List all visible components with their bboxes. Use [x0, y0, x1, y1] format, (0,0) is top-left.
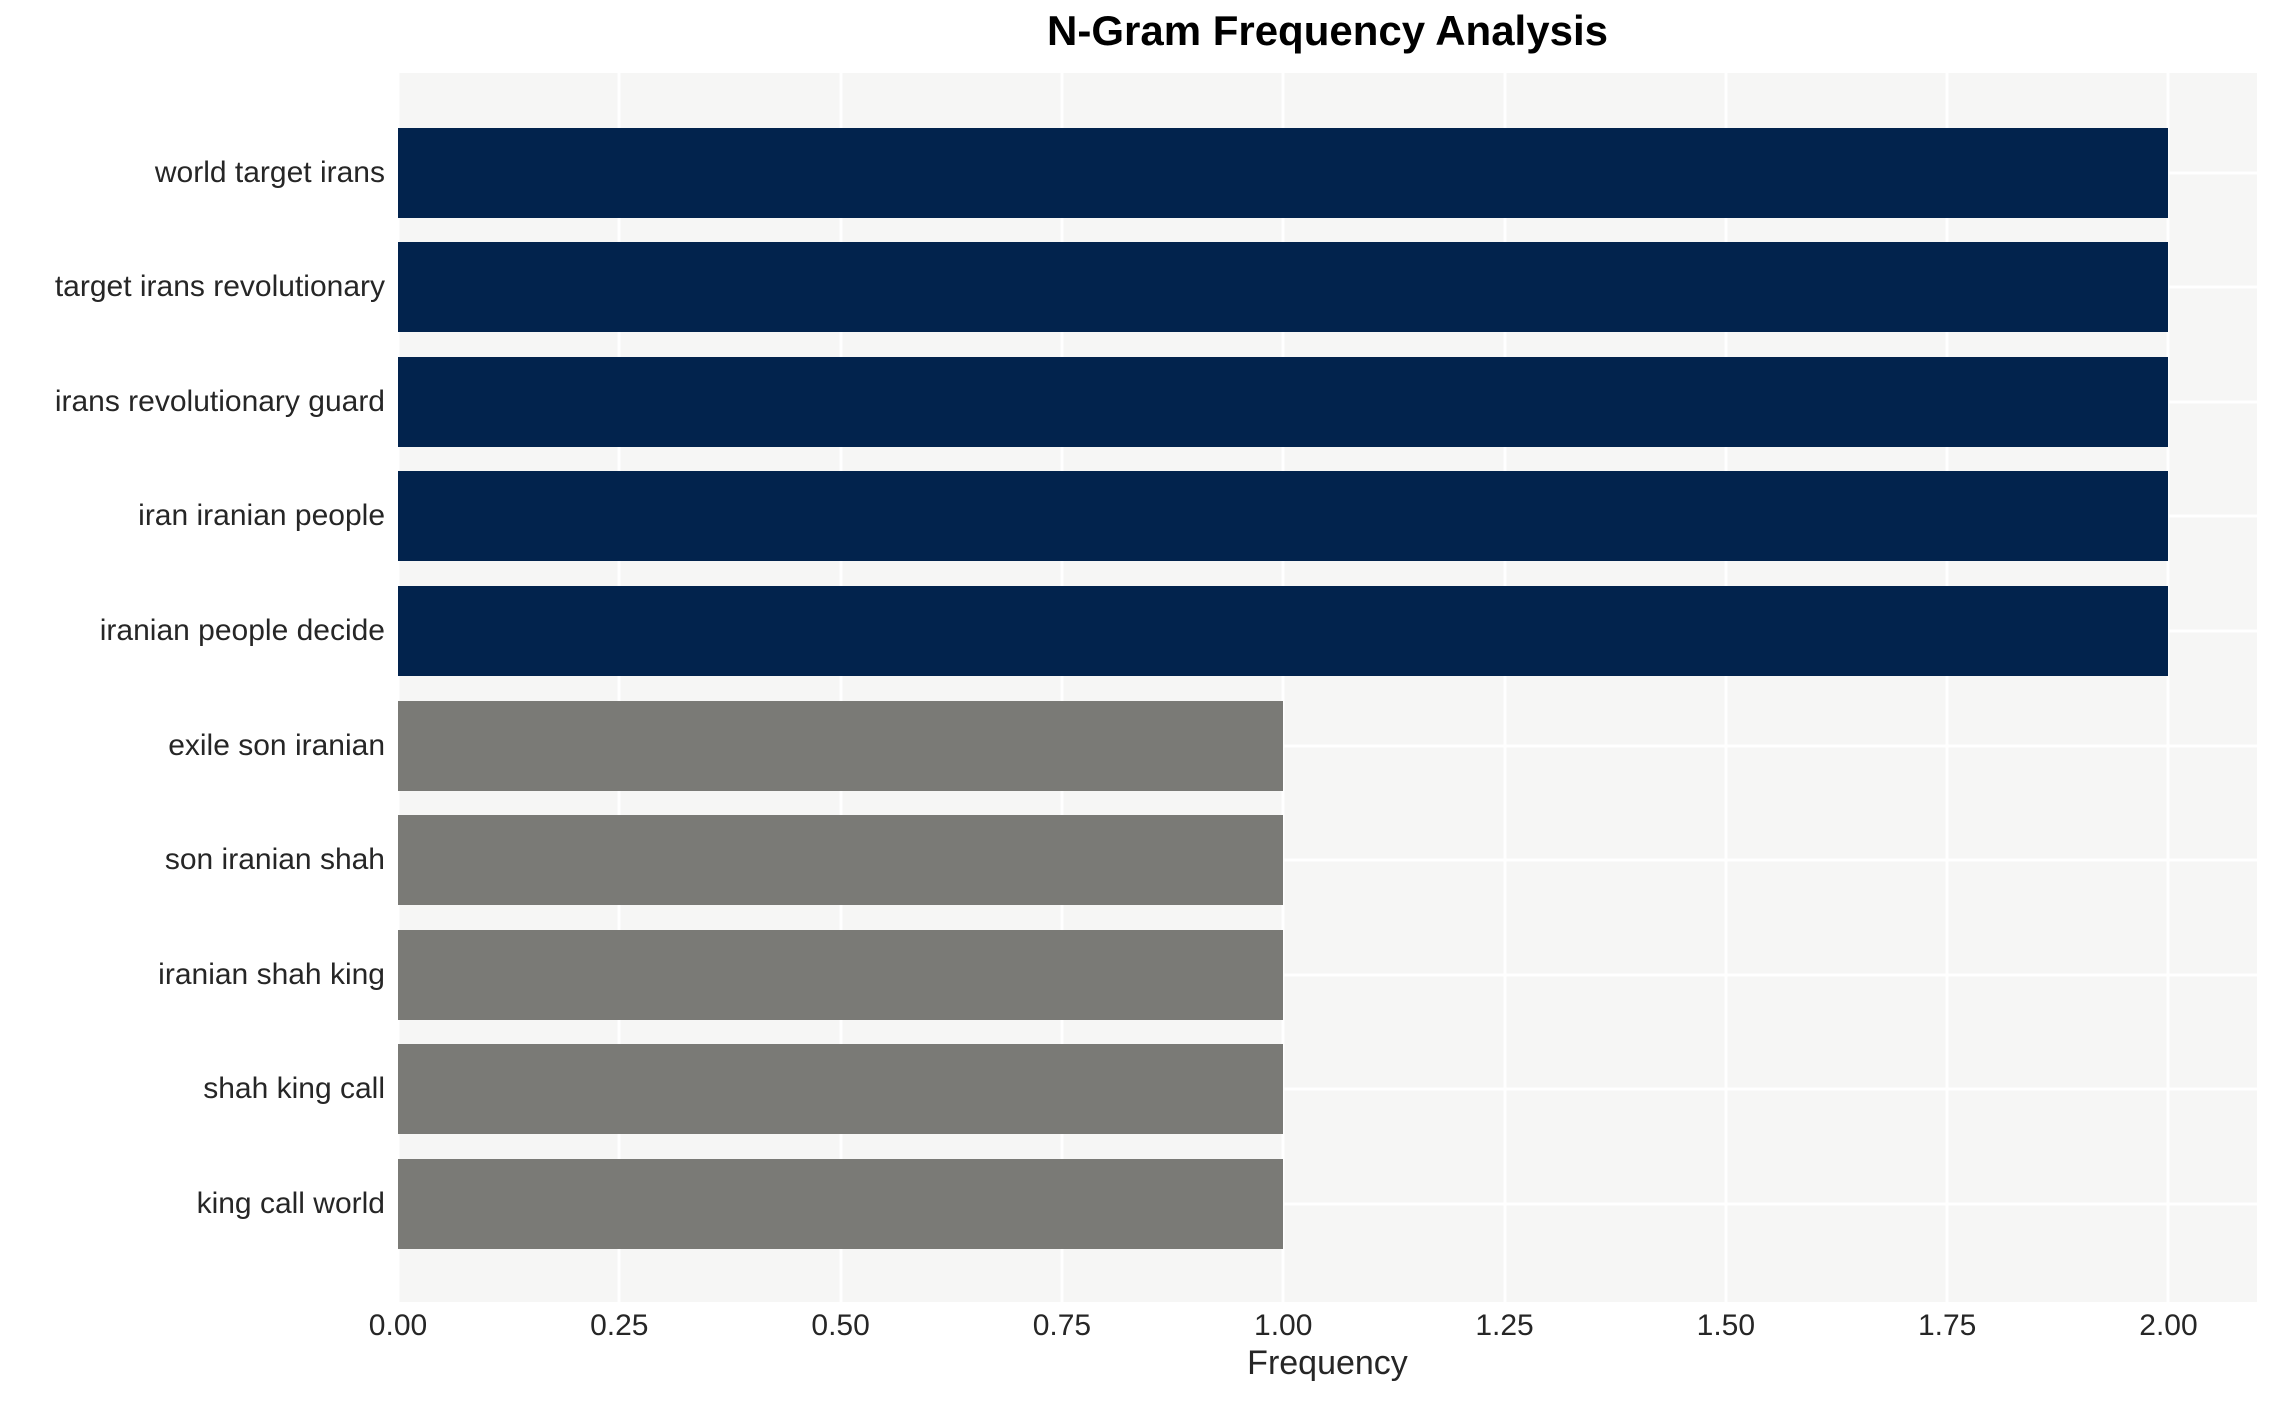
bar-iranian-shah-king — [398, 929, 1284, 1020]
gridline-horizontal — [398, 744, 2257, 747]
bar-world-target-irans — [398, 127, 2169, 218]
y-tick-label: irans revolutionary guard — [54, 384, 385, 418]
y-tick-label: son iranian shah — [164, 843, 385, 877]
gridline-vertical — [1281, 73, 1285, 1302]
gridline-horizontal — [398, 973, 2257, 977]
x-axis-title: Frequency — [1247, 1344, 1408, 1382]
y-tick-label: iranian shah king — [158, 957, 385, 991]
x-tick-label: 0.75 — [1032, 1309, 1092, 1342]
x-tick-label: 2.00 — [2139, 1309, 2198, 1342]
x-tick-label: 1.25 — [1475, 1309, 1534, 1342]
x-tick-label: 0.00 — [368, 1309, 428, 1342]
gridline-vertical — [396, 73, 400, 1302]
y-tick-label: target irans revolutionary — [54, 270, 385, 304]
gridline-vertical — [839, 73, 843, 1302]
y-tick-label: exile son iranian — [168, 728, 385, 762]
bar-irans-revolutionary-guard — [398, 356, 2169, 447]
bar-target-irans-revolutionary — [398, 242, 2169, 333]
gridline-vertical — [617, 73, 621, 1302]
plot-area — [396, 73, 2257, 1302]
chart-title: N-Gram Frequency Analysis — [1047, 7, 1608, 54]
x-tick-label: 1.50 — [1696, 1309, 1756, 1342]
gridline-horizontal — [398, 1202, 2257, 1206]
y-tick-label: king call world — [196, 1186, 385, 1220]
bar-shah-king-call — [398, 1044, 1284, 1135]
gridline-vertical — [1724, 73, 1728, 1302]
x-tick-label: 0.25 — [590, 1309, 649, 1342]
gridline-horizontal — [398, 1087, 2257, 1091]
y-tick-label: shah king call — [203, 1072, 385, 1106]
gridline-vertical — [1503, 73, 1507, 1302]
bar-son-iranian-shah — [398, 815, 1284, 906]
bar-iranian-people-decide — [398, 585, 2169, 676]
y-tick-label: iranian people decide — [99, 613, 385, 647]
gridline-vertical — [1060, 73, 1064, 1302]
gridline-vertical — [1945, 73, 1949, 1302]
y-tick-label: world target irans — [154, 155, 385, 189]
x-tick-label: 0.50 — [811, 1309, 870, 1342]
bar-exile-son-iranian — [398, 700, 1284, 791]
bar-king-call-world — [398, 1158, 1284, 1249]
x-tick-label: 1.75 — [1917, 1309, 1977, 1342]
gridline-vertical — [2166, 73, 2170, 1302]
gridline-horizontal — [398, 858, 2257, 862]
bar-iran-iranian-people — [398, 471, 2169, 562]
x-tick-label: 1.00 — [1254, 1309, 1313, 1342]
y-tick-label: iran iranian people — [138, 499, 385, 533]
